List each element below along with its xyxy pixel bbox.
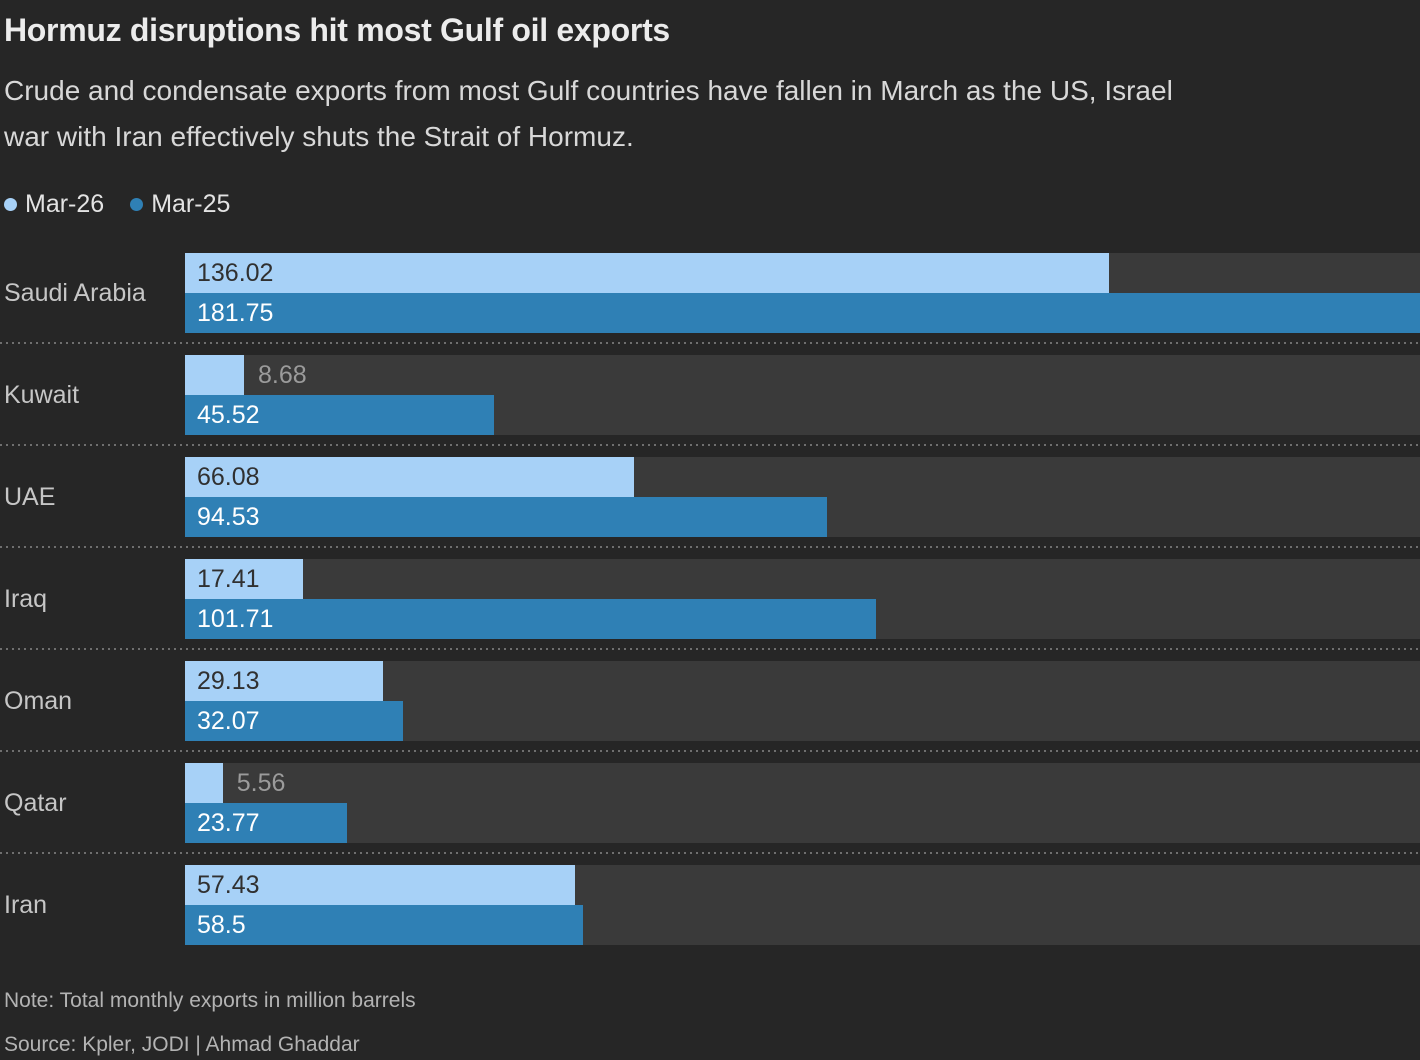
legend-item-mar-26: Mar-26 [4, 190, 104, 219]
chart-row-oman: Oman 29.13 32.07 [0, 650, 1420, 752]
value-label-mar-26-uae: 66.08 [197, 463, 260, 491]
legend-label-mar-25: Mar-25 [151, 189, 231, 218]
bar-track-qatar: 5.56 23.77 [185, 763, 1420, 843]
value-label-mar-25-saudi-arabia: 181.75 [197, 299, 274, 327]
bar-mar-26-oman: 29.13 [185, 661, 383, 701]
bar-track-iraq: 17.41 101.71 [185, 559, 1420, 639]
chart-row-uae: UAE 66.08 94.53 [0, 446, 1420, 548]
value-label-mar-26-qatar: 5.56 [236, 769, 286, 797]
bar-track-oman: 29.13 32.07 [185, 661, 1420, 741]
value-label-mar-26-oman: 29.13 [197, 667, 260, 695]
bar-mar-25-qatar: 23.77 [185, 803, 347, 843]
bar-track-iran: 57.43 58.5 [185, 865, 1420, 945]
category-label-iraq: Iraq [4, 585, 48, 613]
chart-row-saudi-arabia: Saudi Arabia 136.02 181.75 [0, 242, 1420, 344]
bar-chart: Saudi Arabia 136.02 181.75 Kuwait 8.68 45.52 U… [0, 242, 1420, 956]
subtitle-line-2: war with Iran effectively shuts the Stra… [4, 121, 634, 152]
bar-mar-25-iran: 58.5 [185, 905, 583, 945]
value-label-mar-26-kuwait: 8.68 [257, 361, 307, 389]
value-label-mar-26-iran: 57.43 [197, 871, 260, 899]
value-label-mar-25-qatar: 23.77 [197, 809, 260, 837]
value-label-mar-25-oman: 32.07 [197, 707, 260, 735]
category-label-saudi-arabia: Saudi Arabia [4, 279, 146, 307]
chart-row-qatar: Qatar 5.56 23.77 [0, 752, 1420, 854]
bar-mar-26-kuwait: 8.68 [185, 355, 307, 395]
subtitle-line-1: Crude and condensate exports from most G… [4, 75, 1173, 106]
bar-mar-25-uae: 94.53 [185, 497, 828, 537]
bar-mar-26-qatar: 5.56 [185, 763, 285, 803]
page-title: Hormuz disruptions hit most Gulf oil exp… [4, 12, 670, 48]
bar-mar-25-kuwait: 45.52 [185, 395, 495, 435]
legend-label-mar-26: Mar-26 [25, 189, 105, 218]
value-label-mar-26-iraq: 17.41 [197, 565, 260, 593]
bar-mar-25-iraq: 101.71 [185, 599, 877, 639]
chart-row-kuwait: Kuwait 8.68 45.52 [0, 344, 1420, 446]
chart-row-iran: Iran 57.43 58.5 [0, 854, 1420, 956]
value-label-mar-25-kuwait: 45.52 [197, 401, 260, 429]
bar-mar-25-oman: 32.07 [185, 701, 403, 741]
legend-dot-mar-26-icon [4, 197, 17, 211]
category-label-oman: Oman [4, 687, 73, 715]
page-subtitle: Crude and condensate exports from most G… [4, 68, 1420, 160]
legend: Mar-26 Mar-25 [4, 190, 1420, 218]
legend-item-mar-25: Mar-25 [130, 190, 230, 219]
value-label-mar-26-saudi-arabia: 136.02 [197, 259, 274, 287]
category-label-uae: UAE [4, 483, 56, 511]
chart-row-iraq: Iraq 17.41 101.71 [0, 548, 1420, 650]
category-label-qatar: Qatar [4, 789, 67, 817]
bar-mar-25-saudi-arabia: 181.75 [185, 293, 1420, 333]
value-label-mar-25-iran: 58.5 [197, 911, 246, 939]
bar-track-uae: 66.08 94.53 [185, 457, 1420, 537]
bar-track-saudi-arabia: 136.02 181.75 [185, 253, 1420, 333]
value-label-mar-25-iraq: 101.71 [197, 605, 274, 633]
bar-mar-26-iraq: 17.41 [185, 559, 304, 599]
chart-note: Note: Total monthly exports in million b… [4, 989, 416, 1012]
bar-mar-26-uae: 66.08 [185, 457, 635, 497]
chart-source: Source: Kpler, JODI | Ahmad Ghaddar [4, 1033, 360, 1056]
value-label-mar-25-uae: 94.53 [197, 503, 260, 531]
category-label-iran: Iran [4, 891, 48, 919]
legend-dot-mar-25-icon [130, 197, 144, 211]
bar-mar-26-iran: 57.43 [185, 865, 576, 905]
category-label-kuwait: Kuwait [4, 381, 80, 409]
bar-mar-26-saudi-arabia: 136.02 [185, 253, 1110, 293]
bar-track-kuwait: 8.68 45.52 [185, 355, 1420, 435]
